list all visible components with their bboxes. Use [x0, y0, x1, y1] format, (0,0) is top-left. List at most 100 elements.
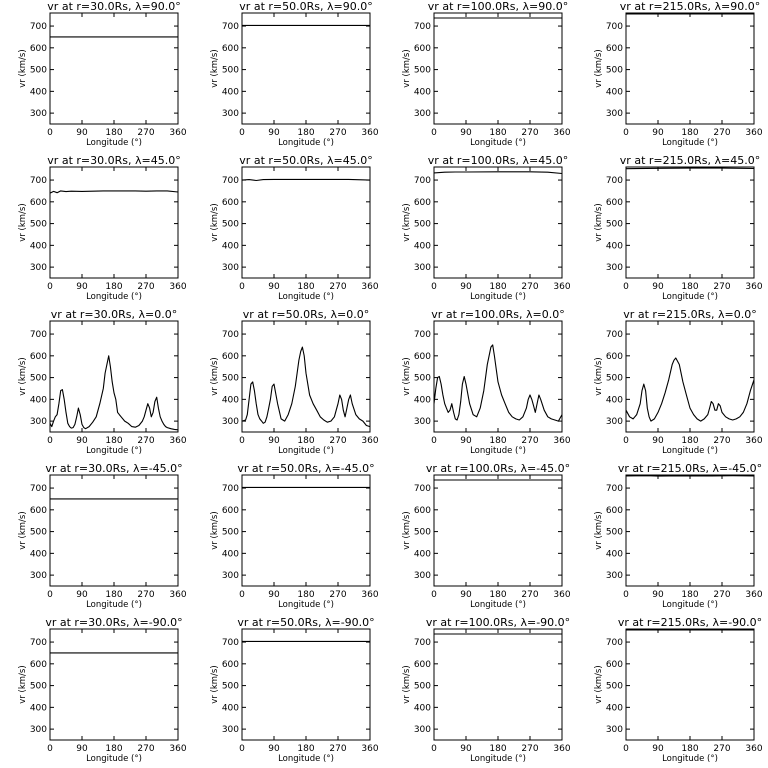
- plot-frame: [241, 474, 371, 587]
- x-tick-label: 360: [553, 282, 570, 292]
- y-tick-label: 700: [606, 330, 623, 340]
- y-tick-label: 500: [414, 374, 431, 384]
- y-tick-label: 300: [606, 725, 623, 735]
- x-tick-label: 0: [431, 744, 437, 754]
- y-tick-label: 600: [30, 506, 47, 516]
- x-tick-label: 270: [713, 282, 730, 292]
- y-tick-label: 600: [222, 44, 239, 54]
- chart-panel: vr at r=100.0Rs, λ=45.0° 0 90 180 270 360 300 4…: [402, 154, 571, 302]
- chart-panel: vr at r=215.0Rs, λ=-90.0° 0 90 180 270 360 300…: [594, 616, 763, 764]
- chart-panel: vr at r=215.0Rs, λ=0.0° 0 90 180 270 360 300 40…: [594, 308, 763, 456]
- x-axis-label: Longitude (°): [662, 754, 718, 764]
- series-line: [433, 171, 563, 175]
- series-line: [625, 167, 755, 170]
- y-tick-label: 700: [606, 484, 623, 494]
- x-tick-label: 270: [137, 590, 154, 600]
- x-tick-label: 360: [169, 590, 186, 600]
- panel-title: vr at r=50.0Rs, λ=-45.0°: [237, 462, 374, 475]
- x-axis-label: Longitude (°): [278, 446, 334, 456]
- x-tick-label: 90: [268, 590, 280, 600]
- x-tick-label: 180: [297, 282, 314, 292]
- x-tick-label: 0: [47, 128, 53, 138]
- chart-panel: vr at r=50.0Rs, λ=45.0° 0 90 180 270 360 300 40…: [210, 154, 379, 302]
- y-tick-label: 700: [414, 176, 431, 186]
- plot-frame: [433, 166, 563, 279]
- series-line: [433, 344, 563, 422]
- plot-frame: [49, 12, 179, 125]
- x-tick-label: 90: [268, 744, 280, 754]
- x-tick-label: 0: [239, 282, 245, 292]
- x-tick-label: 90: [268, 282, 280, 292]
- y-tick-label: 400: [222, 87, 239, 97]
- x-tick-label: 360: [553, 590, 570, 600]
- y-tick-label: 500: [222, 220, 239, 230]
- y-tick-label: 700: [30, 484, 47, 494]
- y-tick-label: 500: [222, 66, 239, 76]
- y-tick-label: 400: [222, 241, 239, 251]
- chart-panel: vr at r=50.0Rs, λ=0.0° 0 90 180 270 360 300 400…: [210, 308, 379, 456]
- x-tick-label: 360: [553, 128, 570, 138]
- y-tick-label: 700: [414, 330, 431, 340]
- x-tick-label: 360: [169, 744, 186, 754]
- chart-panel: vr at r=215.0Rs, λ=-45.0° 0 90 180 270 360 300…: [594, 462, 763, 610]
- y-axis-label: vr (km/s): [402, 511, 412, 549]
- panel-title: vr at r=50.0Rs, λ=-90.0°: [237, 616, 374, 629]
- panel-title: vr at r=215.0Rs, λ=45.0°: [620, 154, 760, 167]
- x-tick-label: 270: [521, 590, 538, 600]
- y-tick-label: 300: [30, 725, 47, 735]
- y-tick-label: 500: [30, 528, 47, 538]
- x-tick-label: 90: [460, 744, 472, 754]
- y-tick-label: 600: [414, 660, 431, 670]
- plot-frame: [49, 320, 179, 433]
- y-tick-label: 500: [414, 682, 431, 692]
- x-tick-label: 360: [361, 590, 378, 600]
- y-tick-label: 700: [222, 22, 239, 32]
- y-tick-label: 600: [414, 506, 431, 516]
- y-tick-label: 700: [30, 330, 47, 340]
- y-tick-label: 300: [222, 109, 239, 119]
- x-tick-label: 90: [460, 128, 472, 138]
- x-tick-label: 180: [297, 128, 314, 138]
- y-tick-label: 400: [222, 703, 239, 713]
- y-tick-label: 500: [222, 682, 239, 692]
- x-axis-label: Longitude (°): [470, 292, 526, 302]
- chart-panel: vr at r=30.0Rs, λ=90.0° 0 90 180 270 360 300 40…: [18, 0, 187, 148]
- x-tick-label: 180: [681, 128, 698, 138]
- x-tick-label: 360: [745, 590, 762, 600]
- y-tick-label: 700: [222, 638, 239, 648]
- chart-panel: vr at r=100.0Rs, λ=90.0° 0 90 180 270 360 300 4…: [402, 0, 571, 148]
- x-tick-label: 90: [268, 128, 280, 138]
- x-tick-label: 90: [268, 436, 280, 446]
- y-axis-label: vr (km/s): [594, 511, 604, 549]
- x-tick-label: 270: [329, 436, 346, 446]
- y-tick-label: 700: [414, 22, 431, 32]
- y-axis-label: vr (km/s): [594, 203, 604, 241]
- x-tick-label: 180: [297, 436, 314, 446]
- y-tick-label: 700: [606, 176, 623, 186]
- y-tick-label: 500: [30, 220, 47, 230]
- x-tick-label: 270: [521, 436, 538, 446]
- x-tick-label: 180: [297, 744, 314, 754]
- panel-title: vr at r=100.0Rs, λ=-90.0°: [426, 616, 570, 629]
- plot-frame: [433, 474, 563, 587]
- x-tick-label: 90: [652, 590, 664, 600]
- y-tick-label: 700: [222, 484, 239, 494]
- y-axis-label: vr (km/s): [18, 665, 28, 703]
- x-tick-label: 0: [239, 128, 245, 138]
- x-tick-label: 0: [47, 436, 53, 446]
- x-axis-label: Longitude (°): [278, 292, 334, 302]
- y-tick-label: 700: [30, 176, 47, 186]
- x-tick-label: 0: [239, 744, 245, 754]
- x-tick-label: 0: [623, 282, 629, 292]
- y-tick-label: 300: [222, 263, 239, 273]
- y-tick-label: 300: [30, 571, 47, 581]
- x-tick-label: 180: [489, 744, 506, 754]
- panel-title: vr at r=100.0Rs, λ=0.0°: [431, 308, 564, 321]
- plot-frame: [49, 166, 179, 279]
- x-tick-label: 90: [76, 282, 88, 292]
- y-axis-label: vr (km/s): [18, 511, 28, 549]
- y-axis-label: vr (km/s): [402, 203, 412, 241]
- y-tick-label: 600: [222, 660, 239, 670]
- x-tick-label: 360: [169, 128, 186, 138]
- x-tick-label: 180: [681, 744, 698, 754]
